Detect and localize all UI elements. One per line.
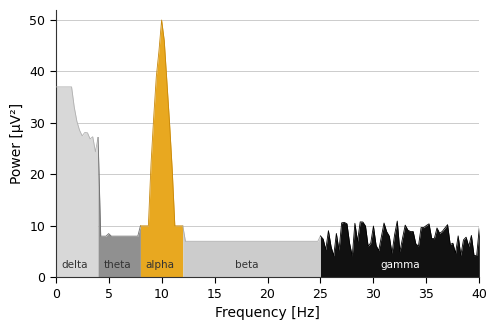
Text: alpha: alpha bbox=[145, 260, 174, 270]
Text: beta: beta bbox=[235, 260, 258, 270]
X-axis label: Frequency [Hz]: Frequency [Hz] bbox=[215, 306, 320, 320]
Y-axis label: Power [μV²]: Power [μV²] bbox=[10, 103, 24, 184]
Text: delta: delta bbox=[62, 260, 88, 270]
Text: theta: theta bbox=[103, 260, 131, 270]
Text: gamma: gamma bbox=[380, 260, 420, 270]
